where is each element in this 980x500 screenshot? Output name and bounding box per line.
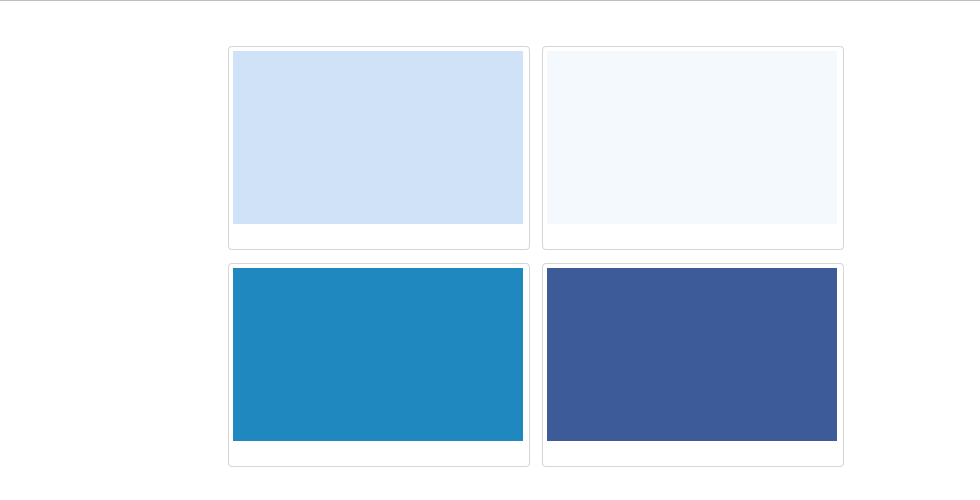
swatch-card[interactable] xyxy=(542,263,844,467)
swatch-card[interactable] xyxy=(542,46,844,250)
color-swatch xyxy=(233,268,523,441)
swatch-card[interactable] xyxy=(228,263,530,467)
swatch-card[interactable] xyxy=(228,46,530,250)
color-swatch xyxy=(233,51,523,224)
swatch-grid xyxy=(228,46,844,467)
top-rule xyxy=(0,0,980,1)
color-swatch xyxy=(547,51,837,224)
color-swatch xyxy=(547,268,837,441)
